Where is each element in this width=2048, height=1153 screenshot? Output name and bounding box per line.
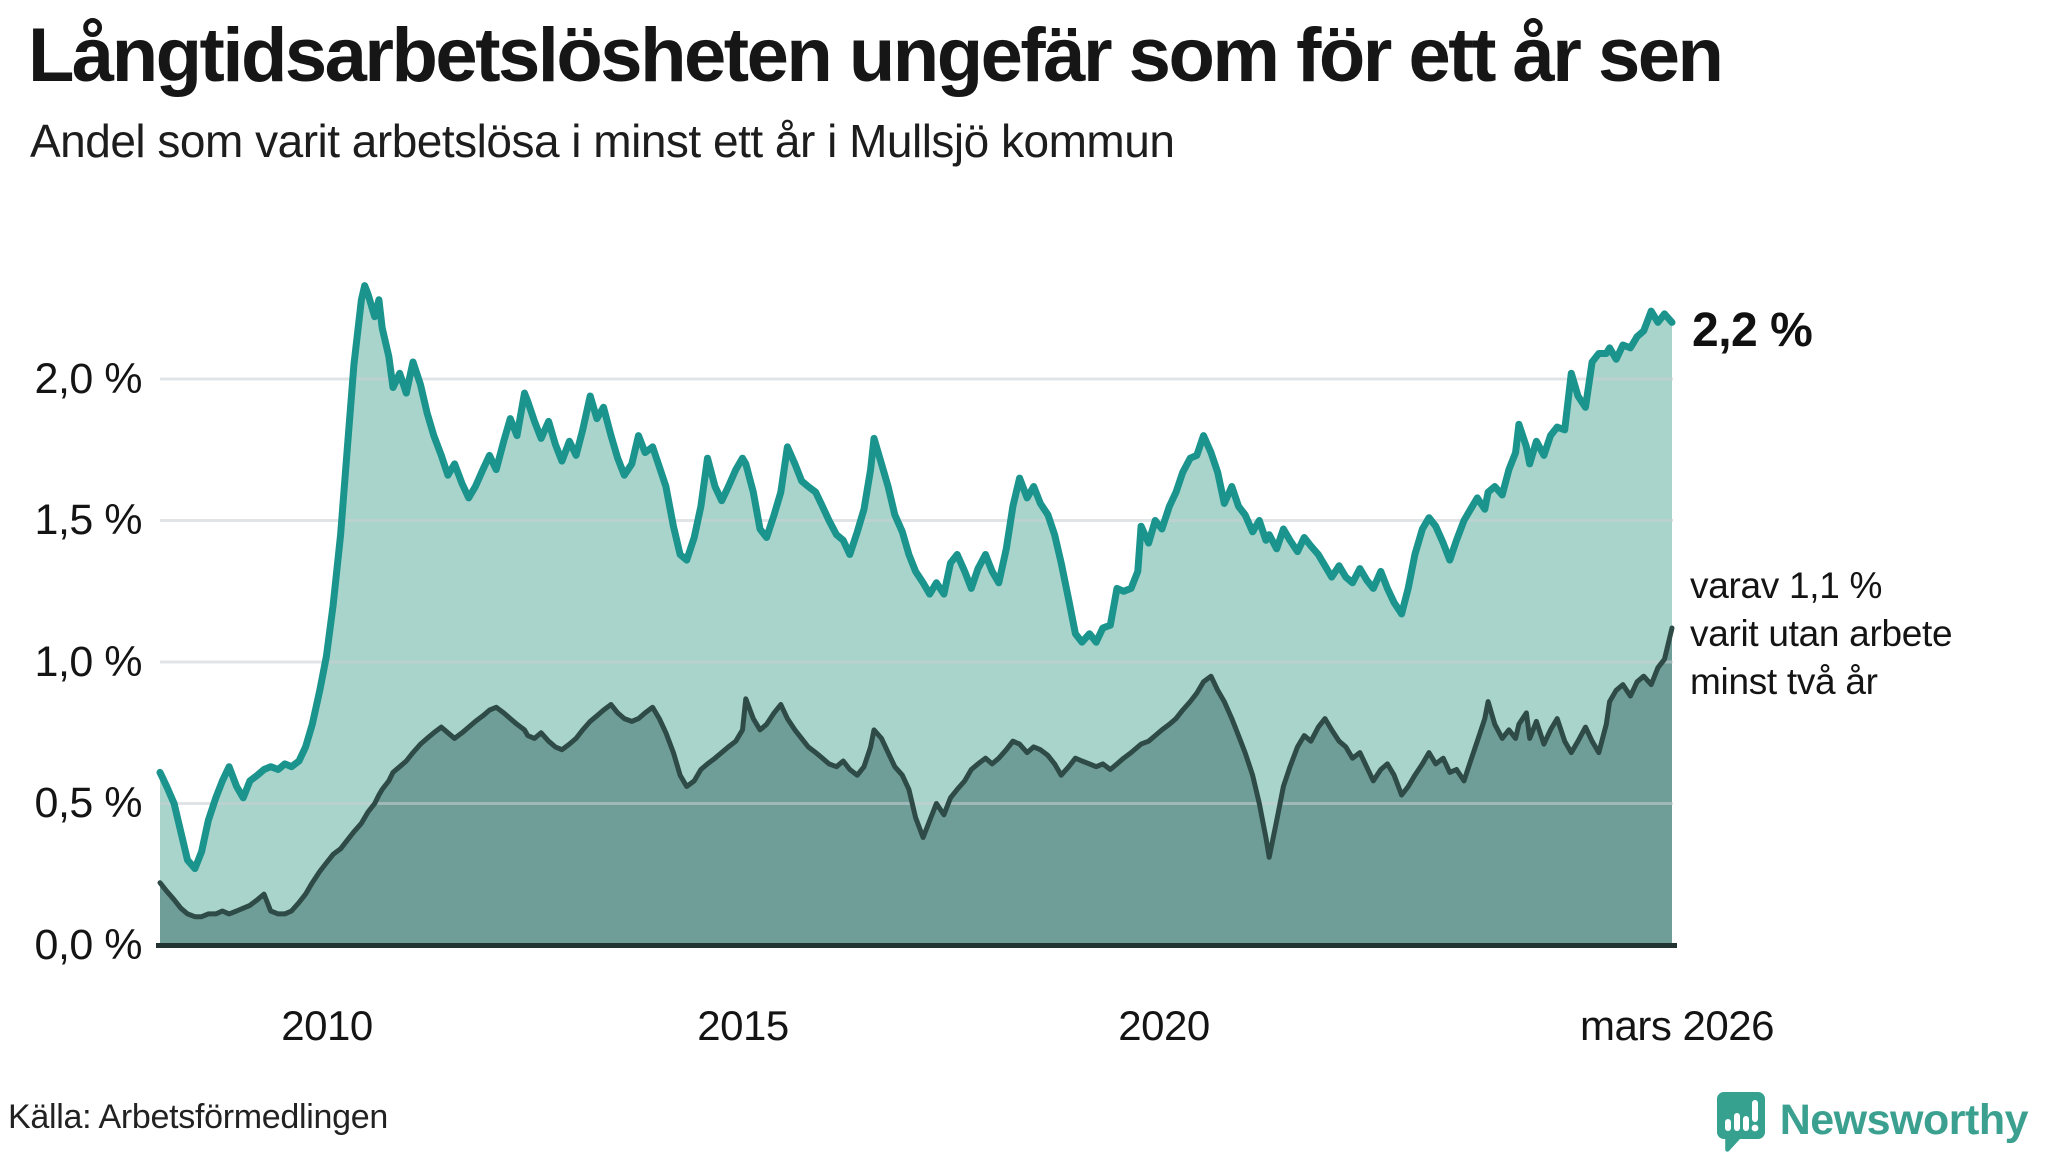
source-note: Källa: Arbetsförmedlingen	[8, 1098, 388, 1136]
two-year-annotation-line1: varav 1,1 %	[1690, 565, 1883, 606]
newsworthy-icon	[1716, 1092, 1765, 1152]
x-tick-2020: 2020	[1118, 1002, 1210, 1049]
y-tick-2-0: 2,0 %	[34, 355, 143, 403]
y-tick-0-0: 0,0 %	[34, 921, 143, 969]
latest-value-label: 2,2 %	[1692, 304, 1813, 357]
two-year-line	[157, 625, 1675, 920]
y-tick-0-5: 0,5 %	[34, 779, 143, 827]
page-title: Långtidsarbetslösheten ungefär som för e…	[28, 13, 1724, 98]
x-tick-2015: 2015	[697, 1002, 789, 1049]
gridlines	[160, 377, 1673, 805]
two-year-annotation: varav 1,1 % varit utan arbete minst två …	[1690, 562, 1953, 706]
x-tick-2010: 2010	[281, 1002, 373, 1049]
y-tick-1-0: 1,0 %	[34, 638, 143, 686]
brand-logo: Newsworthy	[1716, 1088, 2029, 1152]
two-year-annotation-line3: minst två år	[1690, 661, 1878, 702]
brand-name: Newsworthy	[1779, 1095, 2029, 1144]
two-year-area-fill	[160, 628, 1672, 944]
total-line	[156, 282, 1676, 873]
two-year-annotation-line2: varit utan arbete	[1690, 613, 1953, 654]
y-tick-1-5: 1,5 %	[34, 496, 143, 544]
page-subtitle: Andel som varit arbetslösa i minst ett å…	[30, 115, 1175, 167]
x-tick-mars-2026: mars 2026	[1580, 1002, 1774, 1049]
